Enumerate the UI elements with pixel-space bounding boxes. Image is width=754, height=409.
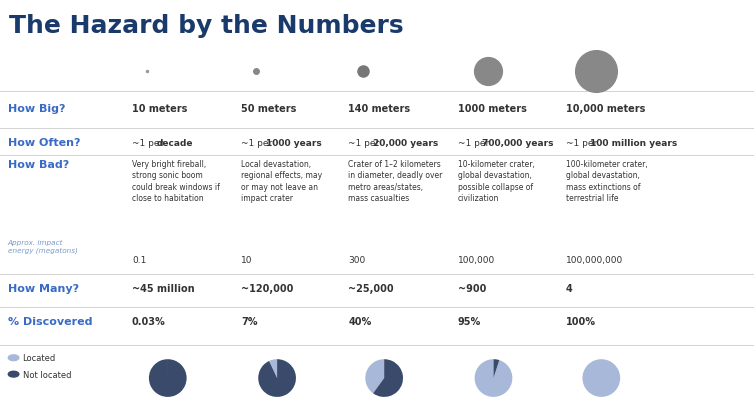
- Text: 10-kilometer crater,
global devastation,
possible collapse of
civilization: 10-kilometer crater, global devastation,…: [458, 160, 535, 203]
- Text: 40%: 40%: [348, 316, 372, 326]
- Text: 10: 10: [241, 256, 253, 265]
- Wedge shape: [269, 359, 277, 378]
- Text: 100%: 100%: [566, 316, 596, 326]
- Text: How Bad?: How Bad?: [8, 160, 69, 169]
- Wedge shape: [582, 359, 621, 397]
- Text: ~25,000: ~25,000: [348, 283, 394, 293]
- Text: 50 meters: 50 meters: [241, 103, 296, 113]
- Text: 7%: 7%: [241, 316, 258, 326]
- Text: ~1 per: ~1 per: [566, 139, 599, 148]
- Circle shape: [8, 355, 19, 361]
- Text: decade: decade: [156, 139, 193, 148]
- Text: ~900: ~900: [458, 283, 486, 293]
- Text: 0.1: 0.1: [132, 256, 146, 265]
- Text: 100,000,000: 100,000,000: [566, 256, 623, 265]
- Text: ~1 per: ~1 per: [241, 139, 275, 148]
- Text: How Many?: How Many?: [8, 283, 78, 293]
- Text: Approx. impact
energy (megatons): Approx. impact energy (megatons): [8, 239, 78, 253]
- Text: ~120,000: ~120,000: [241, 283, 293, 293]
- Text: 1000 meters: 1000 meters: [458, 103, 526, 113]
- Text: 100-kilometer crater,
global devastation,
mass extinctions of
terrestrial life: 100-kilometer crater, global devastation…: [566, 160, 647, 203]
- Text: 100 million years: 100 million years: [590, 139, 677, 148]
- Text: ~1 per: ~1 per: [348, 139, 382, 148]
- Text: Local devastation,
regional effects, may
or may not leave an
impact crater: Local devastation, regional effects, may…: [241, 160, 323, 203]
- Text: 20,000 years: 20,000 years: [372, 139, 438, 148]
- Text: 10,000 meters: 10,000 meters: [566, 103, 645, 113]
- Text: How Big?: How Big?: [8, 103, 65, 113]
- Text: 1000 years: 1000 years: [265, 139, 321, 148]
- Text: 300: 300: [348, 256, 366, 265]
- Text: 140 meters: 140 meters: [348, 103, 410, 113]
- Text: 95%: 95%: [458, 316, 481, 326]
- Text: ~1 per: ~1 per: [132, 139, 166, 148]
- Wedge shape: [149, 359, 187, 397]
- Wedge shape: [493, 359, 499, 378]
- Text: 0.03%: 0.03%: [132, 316, 166, 326]
- Text: Located: Located: [23, 353, 56, 362]
- Text: The Hazard by the Numbers: The Hazard by the Numbers: [9, 14, 403, 38]
- Text: Not located: Not located: [23, 370, 71, 379]
- Wedge shape: [474, 359, 513, 397]
- Wedge shape: [365, 359, 384, 393]
- Wedge shape: [373, 359, 403, 397]
- Text: ~1 per: ~1 per: [458, 139, 492, 148]
- Text: ~45 million: ~45 million: [132, 283, 195, 293]
- Circle shape: [8, 371, 19, 377]
- Text: 700,000 years: 700,000 years: [482, 139, 553, 148]
- Text: Crater of 1–2 kilometers
in diameter, deadly over
metro areas/states,
mass casua: Crater of 1–2 kilometers in diameter, de…: [348, 160, 443, 203]
- Text: Very bright fireball,
strong sonic boom
could break windows if
close to habitati: Very bright fireball, strong sonic boom …: [132, 160, 220, 203]
- Text: How Often?: How Often?: [8, 138, 80, 148]
- Text: 4: 4: [566, 283, 572, 293]
- Text: 10 meters: 10 meters: [132, 103, 187, 113]
- Wedge shape: [258, 359, 296, 397]
- Text: % Discovered: % Discovered: [8, 316, 92, 326]
- Text: 100,000: 100,000: [458, 256, 495, 265]
